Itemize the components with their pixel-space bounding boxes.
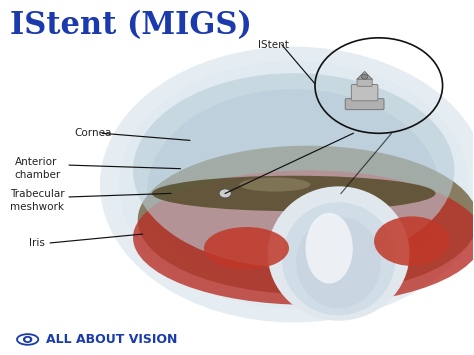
Text: IStent: IStent — [258, 40, 289, 50]
Ellipse shape — [138, 146, 474, 294]
Polygon shape — [357, 71, 372, 79]
Circle shape — [361, 74, 368, 79]
Ellipse shape — [296, 217, 381, 308]
Text: Trabecular
meshwork: Trabecular meshwork — [10, 189, 65, 212]
FancyBboxPatch shape — [345, 99, 384, 110]
Ellipse shape — [268, 186, 410, 321]
Ellipse shape — [119, 61, 469, 308]
Ellipse shape — [204, 227, 289, 269]
Circle shape — [23, 336, 32, 343]
Text: Anterior
chamber: Anterior chamber — [15, 158, 61, 180]
Ellipse shape — [133, 73, 455, 268]
Ellipse shape — [239, 178, 310, 192]
FancyBboxPatch shape — [351, 84, 378, 101]
Text: ALL ABOUT VISION: ALL ABOUT VISION — [46, 333, 177, 346]
Ellipse shape — [133, 170, 474, 305]
FancyBboxPatch shape — [357, 78, 372, 86]
Text: Cornea: Cornea — [74, 128, 111, 138]
Circle shape — [219, 189, 231, 198]
Ellipse shape — [100, 47, 474, 322]
Circle shape — [25, 338, 30, 341]
Text: IStent (MIGS): IStent (MIGS) — [10, 10, 252, 40]
Ellipse shape — [374, 217, 450, 266]
Ellipse shape — [147, 89, 440, 294]
Text: Iris: Iris — [29, 238, 45, 248]
Ellipse shape — [282, 202, 395, 315]
Ellipse shape — [306, 213, 353, 284]
Ellipse shape — [152, 176, 436, 211]
